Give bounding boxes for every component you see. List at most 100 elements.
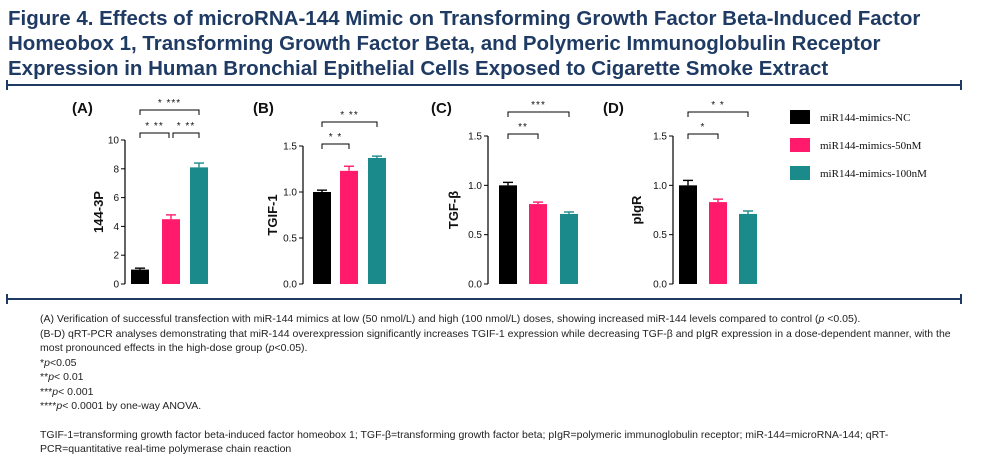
significance-label: * * — [329, 132, 343, 143]
bar-1 — [131, 269, 149, 284]
y-tick-label: 8 — [113, 164, 119, 175]
chart-panel-4: (D) pIgR 0.0 0.5 1.0 1.5 * * * — [603, 100, 757, 291]
top-rule — [6, 80, 962, 90]
y-axis-label: TGIF-1 — [265, 194, 280, 235]
significance-label: * ** — [145, 121, 163, 132]
caption-line-bd: (B-D) qRT-PCR analyses demonstrating tha… — [40, 327, 960, 356]
bar-2 — [162, 219, 180, 284]
bar-3 — [368, 157, 386, 284]
top-rule-right-cap — [960, 80, 962, 90]
chart-panel-3: (C) TGF-β 0.0 0.5 1.0 1.5 ***** — [431, 100, 578, 291]
sig-stars: ** — [40, 371, 49, 383]
figure-title: Figure 4. Effects of microRNA-144 Mimic … — [8, 7, 921, 80]
significance-bracket — [321, 121, 378, 127]
y-tick-label: 0.0 — [468, 280, 482, 291]
y-tick-label: 0.0 — [283, 280, 297, 291]
y-axis-label: TGF-β — [446, 191, 461, 229]
caption-a-p: p — [818, 313, 825, 325]
y-tick-label: 1.0 — [468, 181, 482, 192]
sig-stars: *** — [40, 385, 53, 398]
bar-1 — [679, 185, 697, 284]
chart-panel-1: (A) 144-3P 0 2 4 6 8 10 * ** * ** * *** — [72, 98, 208, 291]
y-tick-label: 1.5 — [653, 132, 667, 143]
y-tick-label: 2 — [113, 251, 119, 262]
y-tick-label: 1.5 — [468, 132, 482, 143]
caption-bd-text: (B-D) qRT-PCR analyses demonstrating tha… — [40, 327, 951, 355]
caption-bd-p: p — [268, 342, 275, 354]
significance-label: * *** — [158, 98, 181, 109]
caption-a-post: <0.05). — [824, 313, 861, 325]
sig-p: p — [44, 356, 50, 369]
sig-line-2: **p< 0.01 — [40, 370, 960, 385]
sig-p: p — [52, 385, 59, 398]
caption-gap — [40, 414, 960, 428]
y-tick-label: 1.0 — [653, 181, 667, 192]
sig-p: p — [48, 371, 55, 383]
sig-stars: **** — [40, 400, 57, 412]
top-rule-left-cap — [6, 80, 8, 90]
y-tick-label: 6 — [113, 193, 119, 204]
caption-abbreviations: TGIF-1=transforming growth factor beta-i… — [40, 428, 889, 456]
legend-swatch — [790, 110, 810, 124]
sig-line-1: *p<0.05 — [40, 356, 960, 371]
significance-bracket — [139, 109, 200, 115]
caption-a-text: (A) Verification of successful transfect… — [40, 313, 819, 325]
significance-label: * ** — [340, 110, 358, 121]
legend-label: miR144-mimics-100nM — [820, 168, 927, 180]
bar-3 — [739, 213, 757, 284]
bottom-rule-right-cap — [960, 294, 962, 304]
bar-2 — [709, 202, 727, 284]
bottom-rule — [6, 294, 962, 304]
significance-bracket — [687, 111, 749, 117]
caption-bd-post: <0.05). — [274, 342, 308, 354]
y-tick-label: 1.5 — [283, 142, 297, 153]
y-tick-label: 0 — [113, 280, 119, 291]
significance-bracket — [507, 133, 539, 139]
y-tick-label: 10 — [108, 136, 120, 147]
panel-label: (B) — [253, 100, 274, 117]
bar-2 — [340, 170, 358, 284]
y-tick-label: 0.5 — [653, 230, 667, 241]
caption-line-a: (A) Verification of successful transfect… — [40, 312, 960, 327]
panel-label: (A) — [72, 100, 93, 117]
y-tick-label: 0.0 — [653, 280, 667, 291]
bar-1 — [499, 185, 517, 284]
sig-p: p — [56, 400, 63, 412]
y-axis-label: 144-3P — [91, 191, 106, 233]
significance-label: *** — [531, 100, 546, 111]
figure-caption: (A) Verification of successful transfect… — [40, 312, 960, 457]
panel-label: (C) — [431, 100, 452, 117]
sig-line-4: ****p< 0.0001 by one-way ANOVA. — [40, 399, 960, 414]
bottom-rule-left-cap — [6, 294, 8, 304]
significance-bracket — [687, 133, 719, 139]
sig-rest: <0.05 — [49, 356, 77, 369]
bar-1 — [313, 192, 331, 284]
sig-line-3: ***p< 0.001 — [40, 385, 960, 400]
sig-rest: < 0.001 — [58, 385, 94, 398]
significance-bracket — [139, 132, 170, 138]
legend-swatch — [790, 138, 810, 152]
legend-label: miR144-mimics-50nM — [820, 140, 922, 152]
significance-bracket — [172, 132, 200, 138]
sig-stars: * — [40, 356, 45, 369]
sig-rest: < 0.0001 by one-way ANOVA. — [62, 400, 202, 412]
legend-label: miR144-mimics-NC — [820, 112, 910, 124]
panel-label: (D) — [603, 100, 624, 117]
y-axis-label: pIgR — [629, 195, 644, 224]
y-tick-label: 1.0 — [283, 188, 297, 199]
significance-bracket — [507, 111, 570, 117]
y-tick-label: 0.5 — [468, 230, 482, 241]
bar-3 — [190, 167, 208, 284]
significance-label: * — [701, 122, 706, 133]
y-tick-label: 0.5 — [283, 234, 297, 245]
bar-2 — [529, 204, 547, 284]
chart-panel-2: (B) TGIF-1 0.0 0.5 1.0 1.5 * * * ** — [253, 100, 386, 291]
sig-rest: < 0.01 — [54, 371, 84, 383]
significance-bracket — [321, 143, 350, 149]
y-tick-label: 4 — [113, 222, 119, 233]
bar-3 — [560, 213, 578, 284]
significance-label: * ** — [177, 121, 195, 132]
significance-label: ** — [518, 122, 528, 133]
significance-label: * * — [711, 100, 725, 111]
